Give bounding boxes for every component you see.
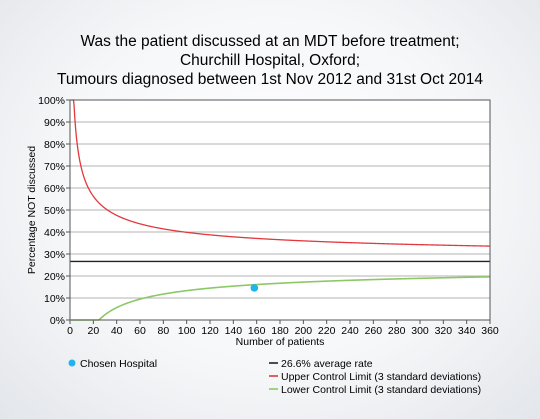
chart-title-line-2: Churchill Hospital, Oxford; [180, 52, 360, 69]
x-tick-label-20: 20 [87, 325, 99, 337]
x-tick-label-0: 0 [67, 325, 73, 337]
legend-label-lower: Lower Control Limit (3 standard deviatio… [281, 384, 481, 396]
y-tick-label-50: 50% [44, 205, 65, 217]
y-tick-label-0: 0% [50, 315, 65, 327]
y-tick-label-20: 20% [44, 271, 65, 283]
legend-item-lower: Lower Control Limit (3 standard deviatio… [269, 384, 481, 396]
y-axis-ticks: 0% 10% 20% 30% 40% 50% 60% 70% 80% 90% 100% [38, 95, 70, 327]
x-tick-label-320: 320 [435, 325, 453, 337]
x-tick-label-280: 280 [388, 325, 406, 337]
legend-label-chosen-hospital: Chosen Hospital [80, 358, 157, 370]
legend-item-average: 26.6% average rate [269, 358, 373, 370]
chosen-hospital-point [250, 284, 259, 292]
y-tick-label-80: 80% [44, 139, 65, 151]
x-tick-label-60: 60 [134, 325, 146, 337]
x-tick-label-240: 240 [341, 325, 359, 337]
x-tick-label-340: 340 [458, 325, 476, 337]
x-tick-label-120: 120 [201, 325, 219, 337]
y-tick-label-30: 30% [44, 249, 65, 261]
x-tick-label-200: 200 [295, 325, 313, 337]
upper-control-limit-line [71, 99, 491, 247]
legend-item-chosen-hospital: Chosen Hospital [68, 358, 157, 370]
x-axis-ticks: 0 20 40 60 80 100 120 140 160 180 200 220 240 260 280 3… [67, 320, 499, 337]
chart-title-line-3: Tumours diagnosed between 1st Nov 2012 a… [57, 71, 483, 88]
legend: Chosen Hospital 26.6% average rate Upper… [68, 358, 481, 396]
y-tick-label-60: 60% [44, 183, 65, 195]
x-tick-label-100: 100 [178, 325, 196, 337]
x-axis-label: Number of patients [236, 336, 325, 348]
chart-title-line-1: Was the patient discussed at an MDT befo… [80, 33, 459, 50]
x-tick-label-220: 220 [318, 325, 336, 337]
y-tick-label-100: 100% [38, 95, 65, 107]
x-tick-label-180: 180 [271, 325, 289, 337]
legend-label-upper: Upper Control Limit (3 standard deviatio… [281, 371, 481, 383]
plot-border [69, 99, 491, 321]
y-axis-label: Percentage NOT discussed [26, 146, 38, 274]
legend-label-average: 26.6% average rate [281, 358, 373, 370]
x-tick-label-160: 160 [248, 325, 266, 337]
x-tick-label-260: 260 [365, 325, 383, 337]
legend-marker-chosen-hospital [68, 359, 76, 367]
y-tick-label-10: 10% [44, 293, 65, 305]
x-tick-label-80: 80 [157, 325, 169, 337]
legend-item-upper: Upper Control Limit (3 standard deviatio… [269, 371, 481, 383]
x-tick-label-300: 300 [411, 325, 429, 337]
y-tick-label-40: 40% [44, 227, 65, 239]
lower-control-limit-line [71, 276, 491, 321]
series-layer [70, 99, 491, 321]
x-tick-label-360: 360 [481, 325, 499, 337]
x-tick-label-40: 40 [111, 325, 123, 337]
x-tick-label-140: 140 [225, 325, 243, 337]
y-tick-label-90: 90% [44, 117, 65, 129]
grid-lines [70, 121, 490, 299]
chart-title: Was the patient discussed at an MDT befo… [57, 33, 483, 88]
y-tick-label-70: 70% [44, 161, 65, 173]
